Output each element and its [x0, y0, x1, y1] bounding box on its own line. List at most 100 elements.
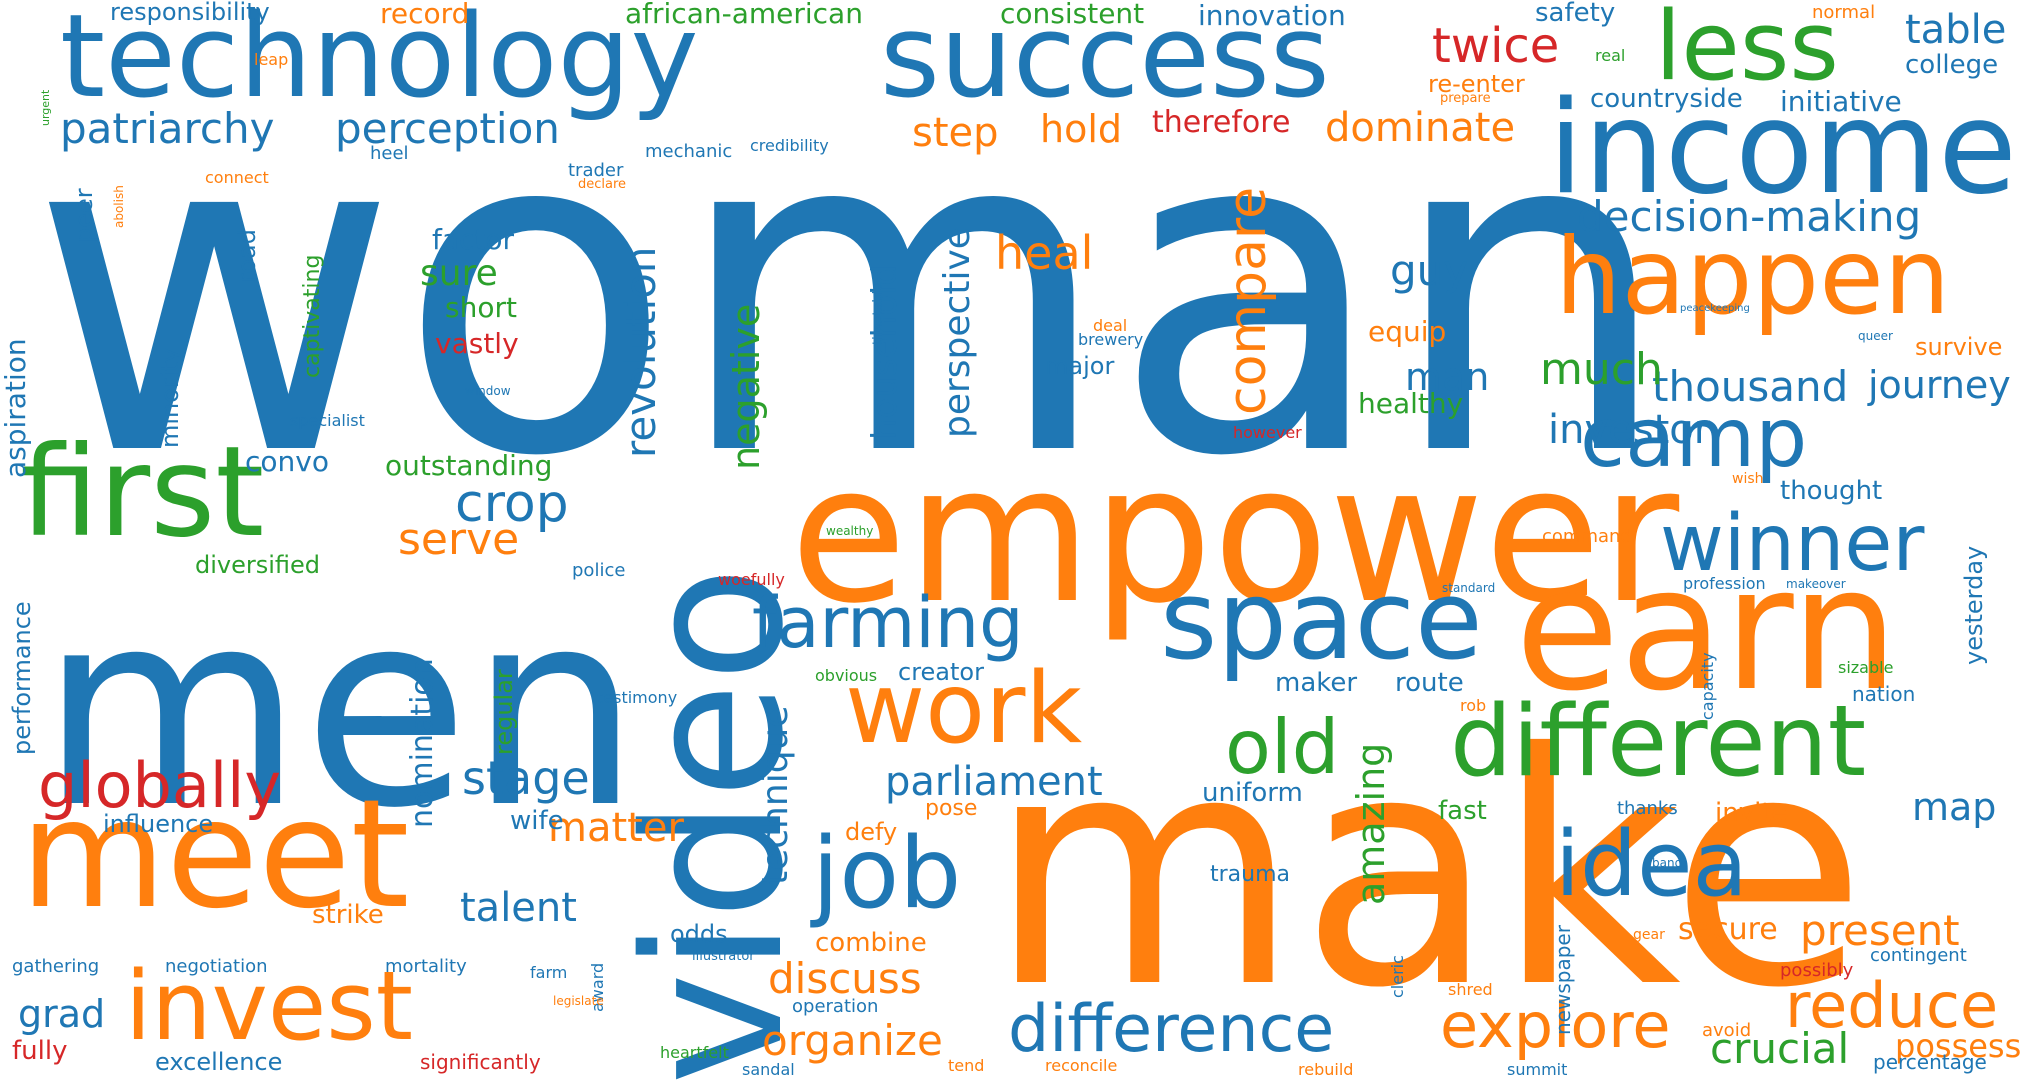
word: convo — [245, 445, 329, 478]
word: matter — [548, 805, 684, 851]
word: discuss — [768, 954, 922, 1003]
word: healthy — [1358, 387, 1464, 420]
word: much — [1540, 344, 1663, 395]
word: sure — [420, 253, 498, 294]
word: perception — [335, 104, 560, 153]
word: african-american — [625, 0, 863, 30]
word: hold — [1040, 107, 1123, 151]
word: different — [1450, 685, 1867, 799]
word: heartfelt — [660, 1043, 729, 1062]
word: operation — [792, 996, 879, 1017]
word: nation — [1852, 682, 1916, 706]
word: invest — [125, 952, 414, 1062]
word: safety — [1535, 0, 1616, 28]
word: tend — [948, 1056, 985, 1075]
word: negotiation — [165, 956, 268, 977]
word: fast — [1438, 796, 1487, 826]
word: negative — [724, 303, 768, 470]
word: deal — [1093, 316, 1128, 335]
word: uniform — [1202, 778, 1303, 808]
word: trauma — [1210, 862, 1291, 887]
word: wife — [510, 806, 564, 836]
word: equip — [1368, 315, 1447, 348]
word: outstanding — [385, 449, 553, 482]
word: make — [988, 686, 1867, 1058]
word: diversified — [195, 551, 321, 579]
word: sizable — [1838, 658, 1894, 677]
word: globally — [38, 749, 282, 822]
word: legislate — [553, 994, 604, 1008]
word: compare — [1218, 186, 1278, 415]
word: winner — [1660, 499, 1925, 589]
word: minority — [156, 347, 184, 448]
word: stage — [462, 751, 590, 805]
word: perspective — [937, 227, 978, 438]
word: less — [1655, 0, 1839, 102]
word: combine — [815, 928, 927, 958]
word: thousand — [1652, 362, 1849, 411]
word: decision-making — [1577, 192, 1922, 241]
word: journey — [1868, 363, 2011, 407]
word: investor — [1548, 407, 1711, 453]
word: cleric — [1388, 955, 1407, 998]
word: however — [1233, 423, 1302, 442]
word: heel — [370, 143, 409, 164]
word: creator — [898, 658, 984, 686]
word: explore — [1440, 989, 1671, 1062]
word: percentage — [1873, 1050, 1987, 1074]
word: woman — [30, 31, 1673, 555]
word: peer — [70, 188, 98, 243]
word: regular — [490, 669, 518, 755]
word: leap — [254, 50, 289, 69]
word: timetable — [871, 282, 886, 345]
word: vastly — [435, 327, 519, 360]
word: idea — [1555, 812, 1748, 917]
word: survive — [1915, 333, 2003, 361]
word: band — [1652, 856, 1683, 870]
word: difference — [1008, 992, 1335, 1067]
word: grad — [18, 992, 106, 1036]
word: declare — [578, 177, 627, 192]
word: shred — [1448, 980, 1493, 999]
word: odds — [670, 920, 728, 948]
word: makeover — [1786, 577, 1846, 591]
word: obvious — [815, 666, 878, 685]
word: twice — [1432, 18, 1560, 74]
word: space — [1160, 556, 1483, 684]
word: nomination — [405, 658, 440, 828]
word: earn — [1515, 531, 1899, 729]
word: crop — [455, 474, 569, 534]
word: crucial — [1710, 1024, 1850, 1073]
word: initiative — [1780, 85, 1902, 118]
word: table — [1905, 7, 2007, 53]
word: strike — [312, 900, 384, 930]
word: queer — [1858, 329, 1893, 343]
word: possess — [1895, 1027, 2022, 1065]
word: influence — [103, 810, 214, 838]
word: technology — [60, 0, 699, 124]
word: specialist — [290, 411, 365, 430]
word: invite — [1715, 798, 1788, 828]
word: capacity — [1698, 652, 1717, 720]
word: consistent — [1000, 0, 1145, 30]
word: wealthy — [826, 524, 874, 538]
word: aspiration — [0, 338, 32, 478]
word: contingent — [1870, 945, 1967, 966]
word: responsibility — [110, 0, 270, 26]
word: gathering — [12, 956, 100, 977]
word: profession — [1683, 574, 1766, 593]
word: step — [912, 110, 999, 156]
word: maker — [1275, 668, 1358, 698]
word: dominate — [1325, 105, 1516, 151]
word: serve — [398, 514, 520, 565]
word: short — [445, 291, 517, 324]
word: first — [20, 420, 265, 565]
word: excellence — [155, 1048, 283, 1076]
word: amazing — [1349, 742, 1393, 905]
word: captivating — [300, 254, 325, 378]
word: college — [1905, 50, 1999, 80]
word: re-enter — [1428, 70, 1525, 98]
word: countryside — [1590, 84, 1743, 114]
word: brewery — [1078, 330, 1144, 349]
word: reconcile — [1045, 1056, 1118, 1075]
